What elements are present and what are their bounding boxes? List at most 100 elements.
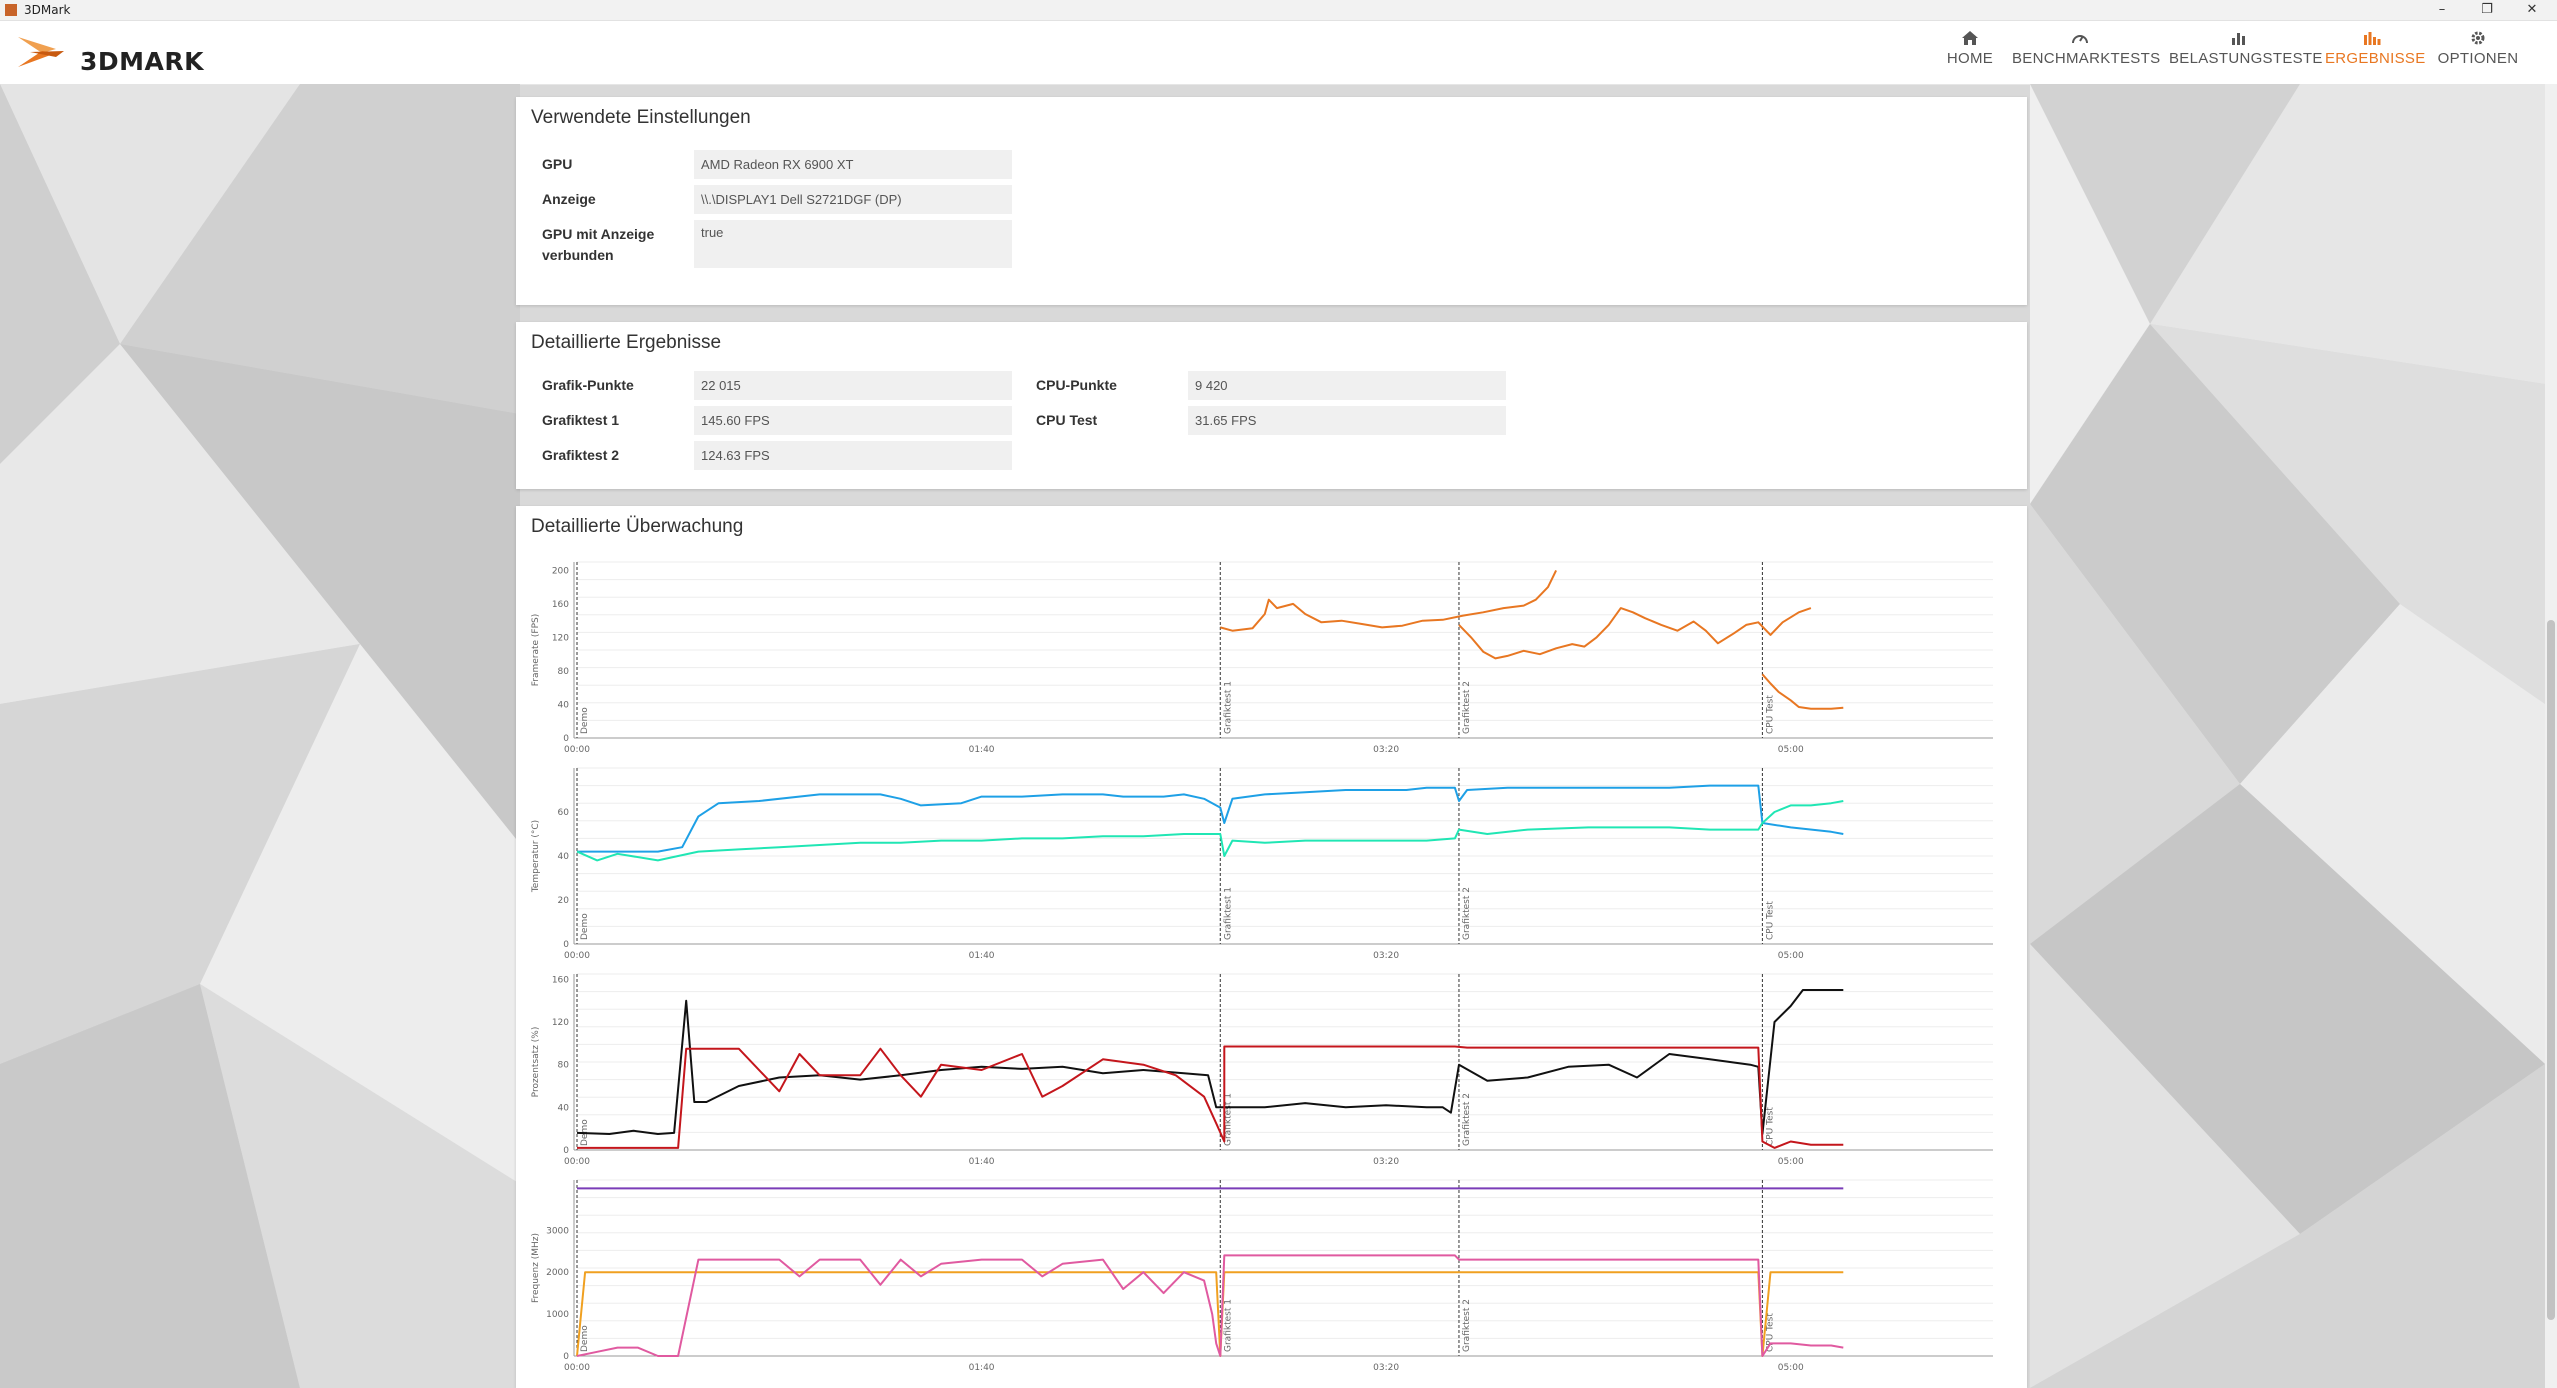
monitoring-title: Detaillierte Überwachung xyxy=(531,516,744,537)
settings-title: Verwendete Einstellungen xyxy=(531,107,751,128)
setting-label-gpu-connected: GPU mit Anzeige verbunden xyxy=(542,226,655,263)
brand-logo[interactable]: 3DMARK xyxy=(16,31,226,76)
window-titlebar: 3DMark – ❐ ✕ xyxy=(0,0,2557,21)
test-marker-label: Grafiktest 2 xyxy=(1462,887,1472,940)
x-tick-label: 05:00 xyxy=(1778,1363,1804,1373)
results-icon xyxy=(2364,32,2381,45)
y-tick-label: 0 xyxy=(563,1146,569,1156)
results-title: Detaillierte Ergebnisse xyxy=(531,332,722,353)
y-tick-label: 0 xyxy=(563,940,569,950)
app-icon xyxy=(5,4,17,16)
gauge-icon xyxy=(2072,35,2088,44)
setting-value-display: \\.\DISPLAY1 Dell S2721DGF (DP) xyxy=(694,185,1012,214)
test-marker-label: CPU Test xyxy=(1765,901,1775,940)
setting-value-gpu-connected: true xyxy=(694,220,1012,268)
x-tick-label: 01:40 xyxy=(969,951,995,961)
y-tick-label: 40 xyxy=(558,1103,570,1113)
result-value-graphics-test-1: 145.60 FPS xyxy=(694,406,1012,435)
x-tick-label: 00:00 xyxy=(564,951,590,961)
series-line-2-1 xyxy=(577,1045,1844,1149)
y-axis-label: Prozentsatz (%) xyxy=(531,1027,541,1098)
maximize-button[interactable]: ❐ xyxy=(2481,2,2493,17)
series-line-1-0 xyxy=(577,784,1844,853)
top-navbar: 3DMARK HOME BENCHMARKTESTS BELASTUNGSTES… xyxy=(0,21,2557,85)
result-value-graphics-score: 22 015 xyxy=(694,371,1012,400)
y-tick-label: 3000 xyxy=(546,1226,569,1236)
minimize-button[interactable]: – xyxy=(2438,2,2446,17)
nav-benchmarks[interactable]: BENCHMARKTESTS xyxy=(2012,30,2160,80)
x-tick-label: 05:00 xyxy=(1778,1157,1804,1167)
y-tick-label: 120 xyxy=(552,633,569,643)
window-title: 3DMark xyxy=(24,3,71,17)
x-tick-label: 00:00 xyxy=(564,745,590,755)
bar-chart-icon xyxy=(2232,33,2245,45)
y-axis-label: Framerate (FPS) xyxy=(531,614,541,687)
nav-stresstests[interactable]: BELASTUNGSTESTE xyxy=(2169,30,2322,80)
test-marker-label: Demo xyxy=(580,1325,590,1352)
y-axis-label: Frequenz (MHz) xyxy=(531,1233,541,1303)
result-label-graphics-test-1: Grafiktest 1 xyxy=(542,412,620,428)
test-marker-label: Grafiktest 2 xyxy=(1462,681,1472,734)
results-panel: Detaillierte Ergebnisse Grafik-Punkte 22… xyxy=(516,322,2027,489)
nav-benchmarks-label: BENCHMARKTESTS xyxy=(2012,50,2161,67)
test-marker-label: Demo xyxy=(580,707,590,734)
scrollbar-thumb[interactable] xyxy=(2547,620,2555,1320)
series-line-0-0 xyxy=(1458,607,1812,660)
setting-value-gpu: AMD Radeon RX 6900 XT xyxy=(694,150,1012,179)
nav-stresstests-label: BELASTUNGSTESTE xyxy=(2169,50,2323,67)
y-axis-label: Temperatur (°C) xyxy=(531,820,541,893)
y-tick-label: 0 xyxy=(563,734,569,744)
monitoring-panel: Detaillierte Überwachung 0 40 80 120 160 200 F… xyxy=(516,506,2027,1388)
y-tick-label: 80 xyxy=(558,667,570,677)
y-tick-label: 80 xyxy=(558,1061,570,1071)
test-marker-label: Grafiktest 1 xyxy=(1223,1299,1233,1352)
y-tick-label: 160 xyxy=(552,600,569,610)
series-line-1-1 xyxy=(576,800,1844,862)
x-tick-label: 03:20 xyxy=(1373,951,1399,961)
x-tick-label: 00:00 xyxy=(564,1363,590,1373)
y-tick-label: 1000 xyxy=(546,1310,569,1320)
y-tick-label: 20 xyxy=(558,896,570,906)
setting-label-gpu: GPU xyxy=(542,156,573,172)
test-marker-label: Grafiktest 1 xyxy=(1223,681,1233,734)
polygon-background xyxy=(0,84,2557,1388)
result-label-graphics-score: Grafik-Punkte xyxy=(542,377,634,393)
home-icon xyxy=(1962,31,1978,45)
y-tick-label: 200 xyxy=(552,566,569,576)
nav-options[interactable]: OPTIONEN xyxy=(2436,30,2520,80)
close-button[interactable]: ✕ xyxy=(2526,2,2538,17)
y-tick-label: 40 xyxy=(558,700,570,710)
x-tick-label: 03:20 xyxy=(1373,1363,1399,1373)
y-tick-label: 120 xyxy=(552,1018,569,1028)
logo-text: 3DMARK xyxy=(80,47,204,76)
nav-options-label: OPTIONEN xyxy=(2437,50,2519,67)
y-tick-label: 160 xyxy=(552,975,569,985)
test-marker-label: CPU Test xyxy=(1765,695,1775,734)
y-tick-label: 40 xyxy=(558,852,570,862)
y-tick-label: 0 xyxy=(563,1352,569,1362)
x-tick-label: 03:20 xyxy=(1373,745,1399,755)
x-tick-label: 05:00 xyxy=(1778,745,1804,755)
series-line-2-0 xyxy=(576,989,1844,1135)
logo-mark-icon xyxy=(18,37,64,67)
y-tick-label: 60 xyxy=(558,808,570,818)
test-marker-label: Grafiktest 1 xyxy=(1223,887,1233,940)
result-value-cpu-test: 31.65 FPS xyxy=(1188,406,1506,435)
x-tick-label: 00:00 xyxy=(564,1157,590,1167)
nav-home-label: HOME xyxy=(1946,50,1994,67)
setting-label-display: Anzeige xyxy=(542,191,596,207)
x-tick-label: 01:40 xyxy=(969,1363,995,1373)
test-marker-label: Grafiktest 2 xyxy=(1462,1093,1472,1146)
nav-home[interactable]: HOME xyxy=(1940,30,2000,80)
series-line-0-0 xyxy=(1220,569,1557,632)
result-label-cpu-test: CPU Test xyxy=(1036,412,1098,428)
nav-results[interactable]: ERGEBNISSE xyxy=(2325,30,2425,80)
settings-panel: Verwendete Einstellungen GPU AMD Radeon … xyxy=(516,97,2027,305)
x-tick-label: 05:00 xyxy=(1778,951,1804,961)
x-tick-label: 01:40 xyxy=(969,1157,995,1167)
x-tick-label: 03:20 xyxy=(1373,1157,1399,1167)
y-tick-label: 2000 xyxy=(546,1268,569,1278)
series-line-3-1 xyxy=(576,1271,1844,1357)
result-label-cpu-score: CPU-Punkte xyxy=(1036,377,1117,393)
